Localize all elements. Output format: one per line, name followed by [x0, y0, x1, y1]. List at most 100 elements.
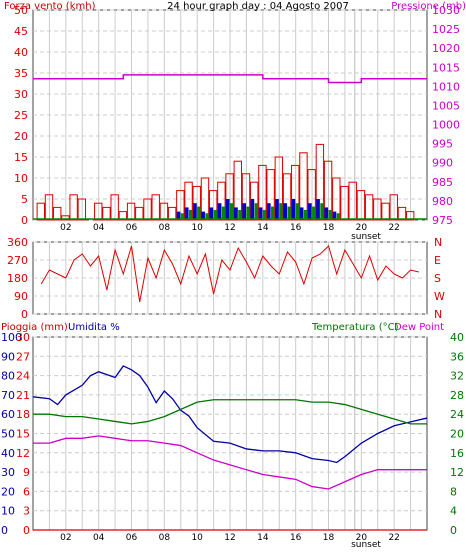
humidity-tick: 80	[1, 370, 15, 383]
compass-label: N	[434, 308, 442, 321]
temperature-tick: 40	[450, 331, 464, 344]
direction-tick: 90	[14, 290, 28, 303]
humidity-line	[32, 365, 428, 464]
pressure-tick: 995	[432, 138, 453, 151]
wind-gust-bar	[373, 198, 382, 221]
wind-avg-bar	[250, 199, 255, 220]
panel1-xtick: 14	[257, 223, 269, 233]
pressure-tick: 1015	[432, 61, 460, 74]
wind-avg-bar	[176, 211, 181, 220]
pressure-tick: 1020	[432, 42, 460, 55]
rain-tick: 0	[23, 524, 30, 537]
wind-tick: 45	[14, 25, 28, 38]
compass-label: W	[434, 290, 445, 303]
wind-gust-bar	[389, 194, 398, 221]
wind-tick: 0	[21, 214, 28, 227]
pressure-tick: 975	[432, 214, 453, 227]
panel3-xtick: 10	[191, 533, 203, 543]
pressure-tick: 990	[432, 157, 453, 170]
wind-avg-bar	[258, 207, 263, 220]
wind-gust-bar	[397, 206, 407, 221]
temperature-tick: 36	[450, 350, 464, 363]
wind-dir-bar	[320, 203, 324, 220]
temperature-tick: 20	[450, 428, 464, 441]
compass-label: N	[434, 236, 442, 249]
humidity-tick: 20	[1, 485, 15, 498]
tick-layer: 0510152025303540455097598098599099510001…	[1, 4, 464, 543]
humidity-tick: 50	[1, 428, 15, 441]
wind-avg-bar	[201, 211, 205, 220]
rain-tick: 21	[16, 389, 30, 402]
wind-gust-bar	[405, 211, 415, 221]
wind-dir-bar	[303, 209, 308, 220]
rain-tick: 9	[23, 466, 30, 479]
wind-tick: 5	[21, 193, 28, 206]
pressure-line	[33, 74, 427, 84]
wind-gust-bar	[102, 206, 111, 221]
direction-tick: 360	[7, 236, 28, 249]
temperature-tick: 8	[450, 485, 457, 498]
humidity-tick: 40	[1, 447, 15, 460]
wind-gust-bar	[167, 206, 177, 221]
wind-gust-bar	[356, 190, 366, 221]
wind-gust-bar	[381, 202, 390, 221]
rain-tick: 6	[23, 485, 30, 498]
wind-gust-bar	[348, 181, 357, 221]
panel1-xtick: 20	[356, 223, 368, 233]
direction-line	[40, 245, 419, 303]
wind-gust-bar	[77, 198, 87, 221]
wind-avg-bar	[324, 207, 329, 220]
direction-tick: 0	[21, 308, 28, 321]
pressure-tick: 985	[432, 176, 453, 189]
humidity-tick: 30	[1, 466, 15, 479]
wind-dir-bar	[205, 213, 209, 220]
wind-avg-bar	[209, 207, 214, 220]
sunset-label-3: sunset	[351, 540, 381, 550]
temperature-tick: 4	[450, 505, 457, 518]
temperature-axis-title: Temperatura (°C)	[311, 322, 399, 333]
panel3-xtick: 20	[356, 533, 368, 543]
wind-gust-bar	[340, 185, 349, 221]
wind-gust-bar	[61, 215, 70, 221]
wind-dir-bar	[246, 206, 250, 220]
temperature-tick: 32	[450, 370, 464, 383]
panel3-xtick: 08	[159, 533, 171, 543]
wind-tick: 50	[14, 4, 28, 17]
panel3-xtick: 12	[224, 533, 235, 543]
compass-label: E	[434, 254, 441, 267]
panel1-xtick: 04	[93, 223, 105, 233]
wind-avg-bar	[283, 203, 288, 220]
wind-gust-bar	[159, 202, 169, 221]
wind-gust-bar	[110, 194, 119, 221]
wind-avg-bar	[234, 207, 238, 220]
humidity-tick: 60	[1, 408, 15, 421]
humidity-tick: 0	[1, 524, 8, 537]
wind-gust-bar	[118, 211, 128, 221]
wind-avg-bar	[225, 199, 230, 220]
panel3-xtick: 18	[323, 533, 335, 543]
plot-layer	[32, 74, 428, 531]
wind-dir-bar	[271, 206, 275, 220]
panel1-xtick: 12	[224, 223, 235, 233]
wind-gust-bar	[151, 194, 160, 221]
wind-dir-bar	[230, 203, 234, 220]
wind-tick: 15	[14, 151, 28, 164]
rain-tick: 12	[16, 447, 30, 460]
pressure-tick: 1025	[432, 23, 460, 36]
wind-avg-bar	[316, 199, 320, 220]
temperature-tick: 16	[450, 447, 464, 460]
panel1-xtick: 18	[323, 223, 335, 233]
dewpoint-line	[33, 435, 427, 490]
wind-gust-bar	[44, 194, 54, 221]
compass-label: S	[434, 272, 441, 285]
wind-dir-bar	[213, 209, 217, 220]
panel1-xtick: 10	[191, 223, 203, 233]
wind-tick: 35	[14, 67, 28, 80]
pressure-axis-title: Pressione (mb)	[391, 1, 466, 12]
wind-dir-bar	[197, 206, 201, 220]
panel3-xtick: 02	[60, 533, 71, 543]
wind-tick: 40	[14, 46, 28, 59]
wind-gust-bar	[36, 202, 45, 221]
wind-tick: 30	[14, 88, 28, 101]
